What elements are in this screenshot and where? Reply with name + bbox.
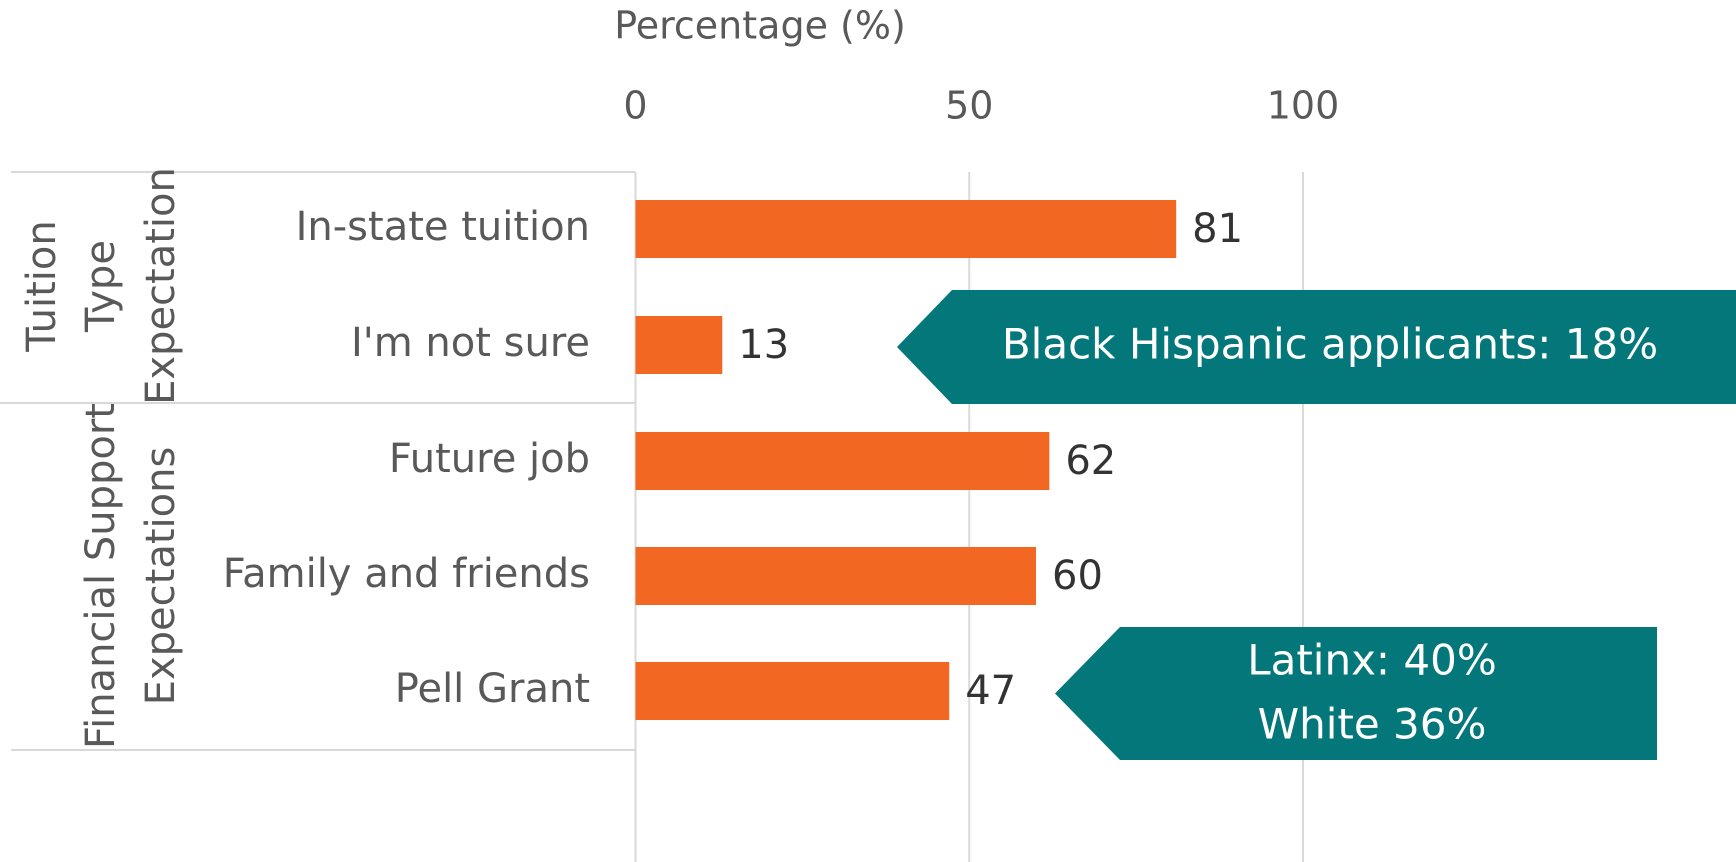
callout-text: Latinx: 40% [1247,636,1497,685]
bar [635,662,950,720]
callout [897,290,1736,404]
x-tick-label: 50 [945,84,993,128]
bar [635,432,1050,490]
x-tick-label: 100 [1267,84,1340,128]
group-label: Type [78,240,124,333]
callout [1055,627,1657,760]
callout-text: Black Hispanic applicants: 18% [1002,320,1658,369]
group-label: Expectations [138,447,184,706]
category-label: Family and friends [223,551,590,597]
axis-title: Percentage (%) [614,4,906,48]
bar [635,200,1177,258]
category-label: Future job [389,436,590,482]
category-label: Pell Grant [395,666,590,712]
value-label: 13 [738,322,789,368]
value-label: 47 [965,668,1016,714]
bar [635,316,723,374]
x-tick-label: 0 [623,84,647,128]
group-label: Financial Support [78,403,124,749]
group-label: Tuition [19,220,65,352]
value-label: 60 [1052,553,1103,599]
callout-text: White 36% [1258,700,1487,749]
category-label: In-state tuition [296,204,590,250]
bar [635,547,1036,605]
value-label: 62 [1065,438,1116,484]
group-label: Expectation [138,167,184,405]
category-label: I'm not sure [351,320,590,366]
value-label: 81 [1192,206,1243,252]
